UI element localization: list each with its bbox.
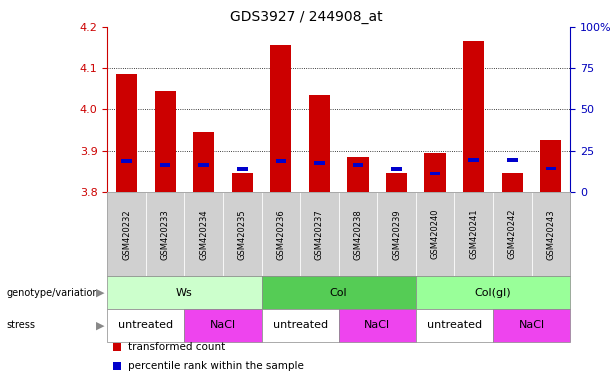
Text: GSM420232: GSM420232 [122,209,131,260]
Bar [352,163,364,167]
Bar [309,95,330,192]
Bar [468,158,479,162]
Bar [501,174,523,192]
Bar [507,158,517,162]
Text: GSM420239: GSM420239 [392,209,401,260]
Text: untreated: untreated [427,320,482,331]
Bar [463,41,484,192]
Text: GSM420236: GSM420236 [276,209,285,260]
Bar [116,74,137,192]
Text: Ws: Ws [176,288,192,298]
Bar [193,132,215,192]
Bar [424,153,446,192]
Bar [154,91,176,192]
Bar [121,159,132,163]
Text: GSM420233: GSM420233 [161,209,170,260]
Text: NaCl: NaCl [364,320,390,331]
Bar [232,174,253,192]
Bar [391,167,402,171]
Text: GSM420241: GSM420241 [469,209,478,260]
Bar [237,167,248,171]
Text: GSM420243: GSM420243 [546,209,555,260]
Bar [430,172,440,175]
Text: untreated: untreated [273,320,328,331]
Text: GSM420238: GSM420238 [354,209,362,260]
Bar [386,174,407,192]
Bar [275,159,286,163]
Text: genotype/variation: genotype/variation [6,288,99,298]
Text: GSM420235: GSM420235 [238,209,247,260]
Text: transformed count: transformed count [128,343,225,353]
Text: GSM420234: GSM420234 [199,209,208,260]
Text: stress: stress [6,320,35,331]
Text: NaCl: NaCl [519,320,544,331]
Text: GSM420240: GSM420240 [430,209,440,260]
Bar [540,141,562,192]
Text: Col: Col [330,288,348,298]
Bar [270,45,291,192]
Bar [160,163,170,167]
Text: GSM420237: GSM420237 [315,209,324,260]
Text: GDS3927 / 244908_at: GDS3927 / 244908_at [230,10,383,23]
Text: NaCl: NaCl [210,320,236,331]
Bar [199,163,209,167]
Bar [314,161,325,165]
Text: Col(gl): Col(gl) [474,288,511,298]
Text: GSM420242: GSM420242 [508,209,517,260]
Text: percentile rank within the sample: percentile rank within the sample [128,361,303,371]
Text: ▶: ▶ [96,288,104,298]
Text: ▶: ▶ [96,320,104,331]
Text: untreated: untreated [118,320,173,331]
Bar [348,157,368,192]
Bar [546,167,556,170]
